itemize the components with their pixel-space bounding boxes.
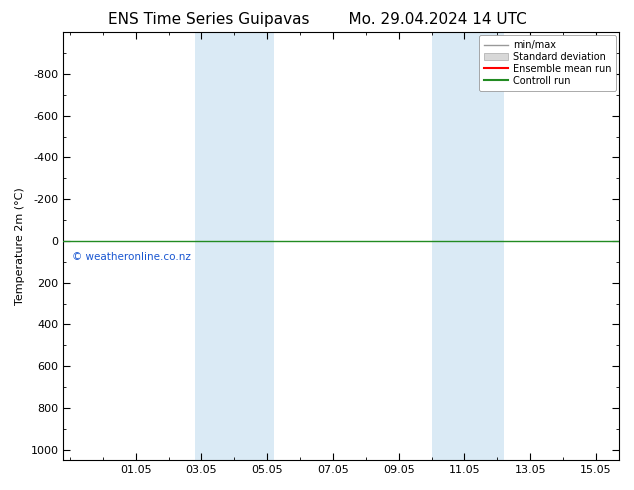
Legend: min/max, Standard deviation, Ensemble mean run, Controll run: min/max, Standard deviation, Ensemble me… — [479, 35, 616, 91]
Bar — [195, 32, 274, 460]
Y-axis label: Temperature 2m (°C): Temperature 2m (°C) — [15, 187, 25, 305]
Text: ENS Time Series Guipavas        Mo. 29.04.2024 14 UTC: ENS Time Series Guipavas Mo. 29.04.2024 … — [108, 12, 526, 27]
Text: © weatheronline.co.nz: © weatheronline.co.nz — [72, 252, 191, 262]
Bar — [432, 32, 504, 460]
